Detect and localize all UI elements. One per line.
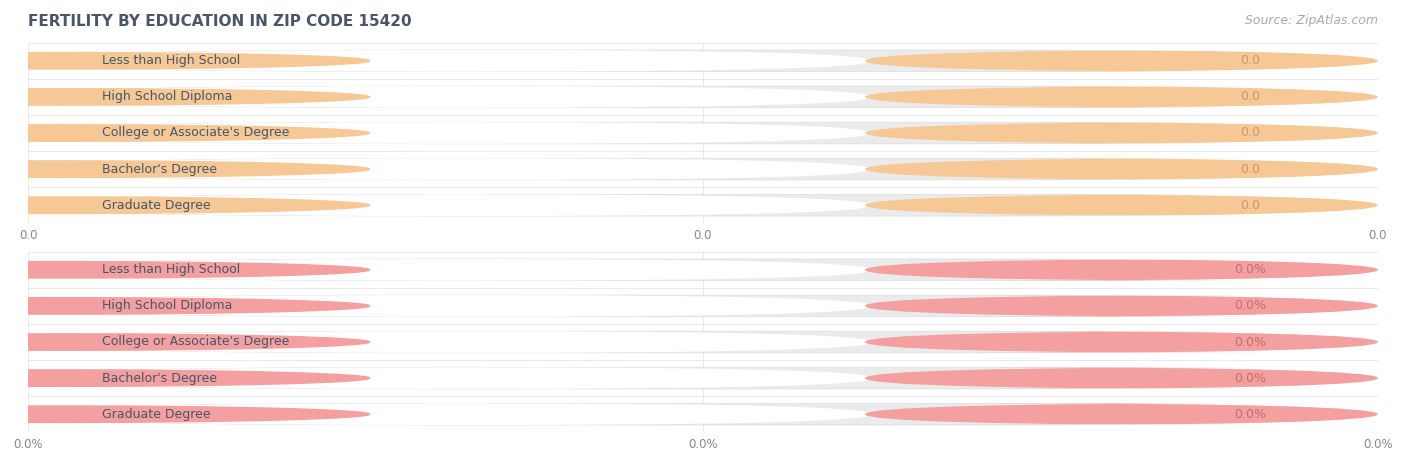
Circle shape — [0, 161, 370, 177]
Text: 0.0%: 0.0% — [1233, 371, 1265, 385]
FancyBboxPatch shape — [865, 158, 1378, 180]
Text: Less than High School: Less than High School — [103, 54, 240, 67]
Text: 0.0: 0.0 — [1240, 126, 1260, 140]
FancyBboxPatch shape — [35, 158, 872, 180]
Text: High School Diploma: High School Diploma — [103, 299, 233, 313]
Text: 0.0%: 0.0% — [1233, 408, 1265, 421]
FancyBboxPatch shape — [35, 403, 872, 425]
Text: Source: ZipAtlas.com: Source: ZipAtlas.com — [1244, 14, 1378, 27]
FancyBboxPatch shape — [35, 50, 872, 72]
FancyBboxPatch shape — [865, 367, 1378, 389]
Text: 0.0%: 0.0% — [1233, 299, 1265, 313]
FancyBboxPatch shape — [865, 86, 1378, 108]
FancyBboxPatch shape — [35, 86, 872, 108]
Text: 0.0: 0.0 — [1240, 199, 1260, 212]
FancyBboxPatch shape — [865, 295, 1378, 317]
FancyBboxPatch shape — [35, 331, 872, 353]
Circle shape — [0, 53, 370, 69]
FancyBboxPatch shape — [35, 158, 1364, 180]
Text: 0.0: 0.0 — [1240, 162, 1260, 176]
FancyBboxPatch shape — [35, 86, 1364, 108]
Circle shape — [0, 334, 370, 350]
FancyBboxPatch shape — [865, 122, 1378, 144]
FancyBboxPatch shape — [865, 403, 1378, 425]
Circle shape — [0, 298, 370, 314]
FancyBboxPatch shape — [865, 194, 1378, 216]
Text: High School Diploma: High School Diploma — [103, 90, 233, 104]
Text: 0.0: 0.0 — [1240, 90, 1260, 104]
FancyBboxPatch shape — [35, 122, 872, 144]
Circle shape — [0, 197, 370, 213]
FancyBboxPatch shape — [865, 331, 1378, 353]
FancyBboxPatch shape — [35, 259, 872, 281]
Text: 0.0%: 0.0% — [1233, 263, 1265, 276]
Text: College or Associate's Degree: College or Associate's Degree — [103, 335, 290, 349]
Circle shape — [0, 406, 370, 422]
Text: College or Associate's Degree: College or Associate's Degree — [103, 126, 290, 140]
Text: 0.0: 0.0 — [1240, 54, 1260, 67]
Text: 0.0%: 0.0% — [1233, 335, 1265, 349]
Text: Bachelor's Degree: Bachelor's Degree — [103, 371, 218, 385]
FancyBboxPatch shape — [35, 194, 872, 216]
Text: Less than High School: Less than High School — [103, 263, 240, 276]
FancyBboxPatch shape — [35, 295, 872, 317]
FancyBboxPatch shape — [35, 367, 1364, 389]
Circle shape — [0, 89, 370, 105]
Circle shape — [0, 262, 370, 278]
FancyBboxPatch shape — [35, 50, 1364, 72]
Circle shape — [0, 370, 370, 386]
Text: FERTILITY BY EDUCATION IN ZIP CODE 15420: FERTILITY BY EDUCATION IN ZIP CODE 15420 — [28, 14, 412, 29]
Circle shape — [0, 125, 370, 141]
FancyBboxPatch shape — [35, 367, 872, 389]
Text: Graduate Degree: Graduate Degree — [103, 199, 211, 212]
FancyBboxPatch shape — [35, 122, 1364, 144]
FancyBboxPatch shape — [865, 50, 1378, 72]
FancyBboxPatch shape — [35, 331, 1364, 353]
FancyBboxPatch shape — [35, 259, 1364, 281]
FancyBboxPatch shape — [35, 194, 1364, 216]
FancyBboxPatch shape — [35, 403, 1364, 425]
Text: Graduate Degree: Graduate Degree — [103, 408, 211, 421]
FancyBboxPatch shape — [865, 259, 1378, 281]
FancyBboxPatch shape — [35, 295, 1364, 317]
Text: Bachelor's Degree: Bachelor's Degree — [103, 162, 218, 176]
